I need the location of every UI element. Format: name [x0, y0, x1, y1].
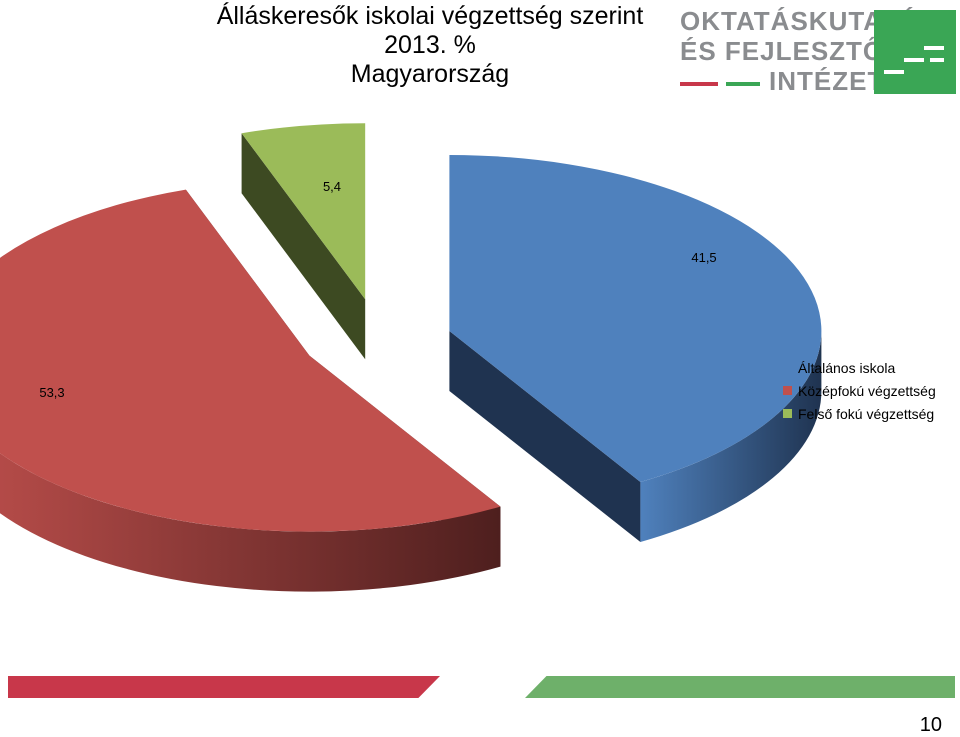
logo-mark-bar-3	[884, 70, 904, 74]
data-label-altalanos: 41,5	[691, 250, 716, 265]
logo-mark-bar-2	[904, 58, 924, 62]
data-label-kozepfoku: 53,3	[39, 385, 64, 400]
pie-slice-felsofoku	[241, 123, 366, 360]
legend-label-felsofoku: Felső fokú végzettség	[798, 405, 935, 422]
data-label-felsofoku: 5,4	[323, 179, 341, 194]
chart-subtitle: 2013. %	[384, 31, 476, 59]
logo-mark	[874, 10, 956, 94]
logo-line-2: ÉS FEJLESZTŐ	[680, 36, 885, 66]
legend-label-kozepfoku: Középfokú végzettség	[798, 382, 936, 399]
pie-slice-kozepfoku	[0, 189, 501, 592]
legend-label-altalanos: Általános iskola	[798, 359, 896, 376]
footer-red-band	[8, 676, 440, 698]
logo-line-3: INTÉZET	[769, 66, 885, 96]
chart-title-block: Álláskeresők iskolai végzettség szerint …	[180, 2, 680, 89]
legend-swatch-felsofoku	[783, 409, 792, 418]
legend-swatch-kozepfoku	[783, 386, 792, 395]
logo-red-dash	[680, 82, 718, 86]
page-number: 10	[919, 714, 942, 736]
pie-slice-altalanos-side	[640, 330, 822, 543]
legend-swatch-altalanos	[783, 363, 792, 372]
logo-mark-bar-1	[924, 46, 944, 50]
chart-title: Álláskeresők iskolai végzettség szerint	[216, 2, 644, 30]
pie-slice-felsofoku-wall-start	[241, 133, 366, 360]
legend-item-kozepfoku: Középfokú végzettség	[783, 379, 936, 402]
legend-item-altalanos: Általános iskola	[783, 356, 936, 379]
chart-legend: Általános iskola Középfokú végzettség Fe…	[783, 356, 936, 425]
footer-green-band	[525, 676, 955, 698]
pie-slice-altalanos	[449, 154, 822, 543]
legend-item-felsofoku: Felső fokú végzettség	[783, 402, 936, 425]
logo-mark-bar-4	[930, 58, 944, 62]
pie-slice-felsofoku-top	[241, 123, 366, 300]
logo-green-dash	[726, 82, 760, 86]
chart-region: Magyarország	[350, 60, 510, 88]
pie-slice-kozepfoku-top	[0, 189, 501, 532]
pie-slice-altalanos-top	[449, 154, 822, 483]
pie-slice-kozepfoku-side	[0, 453, 501, 592]
institute-logo: OKTATÁSKUTATÓ ÉS FEJLESZTŐ INTÉZET	[674, 6, 956, 98]
pie-slice-altalanos-wall-end	[449, 330, 641, 543]
